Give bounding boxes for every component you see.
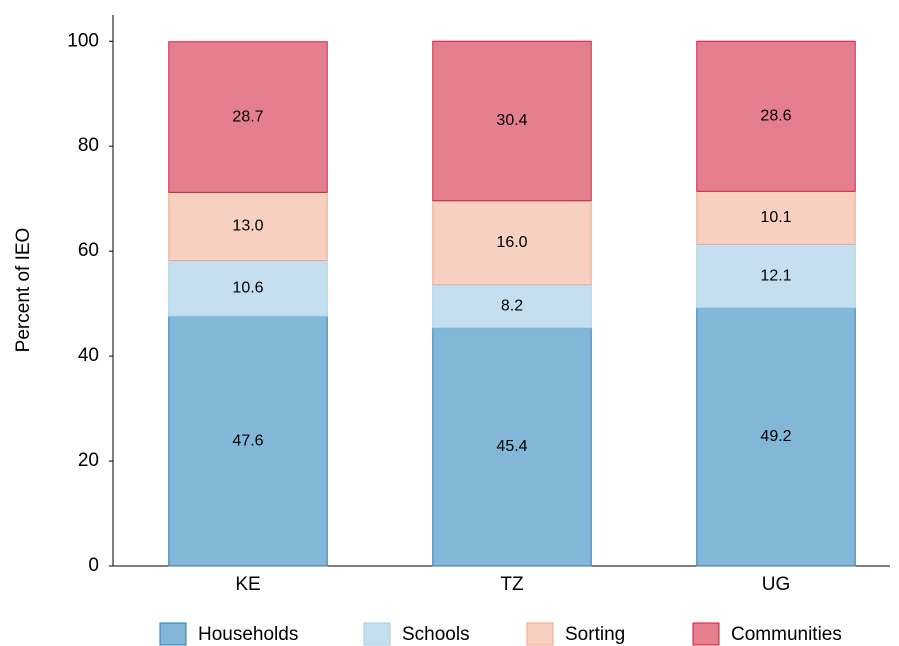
data-label: 12.1 <box>760 267 791 284</box>
x-tick-label: UG <box>762 574 791 595</box>
bar-segment <box>168 191 328 262</box>
bar-segment <box>432 327 592 567</box>
y-tick-label: 0 <box>88 555 99 576</box>
y-tick-label: 100 <box>67 30 99 51</box>
bar-segment <box>696 190 856 245</box>
data-label: 16.0 <box>496 234 527 251</box>
bar-segment <box>696 40 856 192</box>
data-label: 10.1 <box>760 209 791 226</box>
bar-segment <box>696 307 856 567</box>
data-label: 8.2 <box>501 297 523 314</box>
data-label: 45.4 <box>496 438 527 455</box>
legend-label: Communities <box>731 624 842 645</box>
y-tick-label: 20 <box>78 450 99 471</box>
data-label: 28.6 <box>760 107 791 124</box>
data-label: 28.7 <box>232 108 263 125</box>
bar-segment <box>168 260 328 317</box>
legend-label: Sorting <box>565 624 625 645</box>
x-tick-label: TZ <box>500 574 524 595</box>
y-tick-label: 40 <box>78 345 99 366</box>
x-tick-label: KE <box>235 574 260 595</box>
data-label: 49.2 <box>760 428 791 445</box>
data-label: 10.6 <box>232 280 263 297</box>
y-tick-label: 60 <box>78 240 99 261</box>
y-tick-label: 80 <box>78 135 99 156</box>
legend-swatch <box>159 622 187 646</box>
legend-swatch <box>363 622 391 646</box>
legend-swatch <box>526 622 554 646</box>
legend-swatch <box>692 622 720 646</box>
bar-segment <box>168 315 328 567</box>
data-label: 30.4 <box>496 112 527 129</box>
data-label: 47.6 <box>232 432 263 449</box>
legend-label: Schools <box>402 624 470 645</box>
bar-segment <box>696 243 856 309</box>
y-axis-label: Percent of IEO <box>13 228 34 353</box>
bar-segment <box>432 40 592 202</box>
legend-label: Households <box>198 624 298 645</box>
bar-segment <box>168 41 328 193</box>
data-label: 13.0 <box>232 218 263 235</box>
